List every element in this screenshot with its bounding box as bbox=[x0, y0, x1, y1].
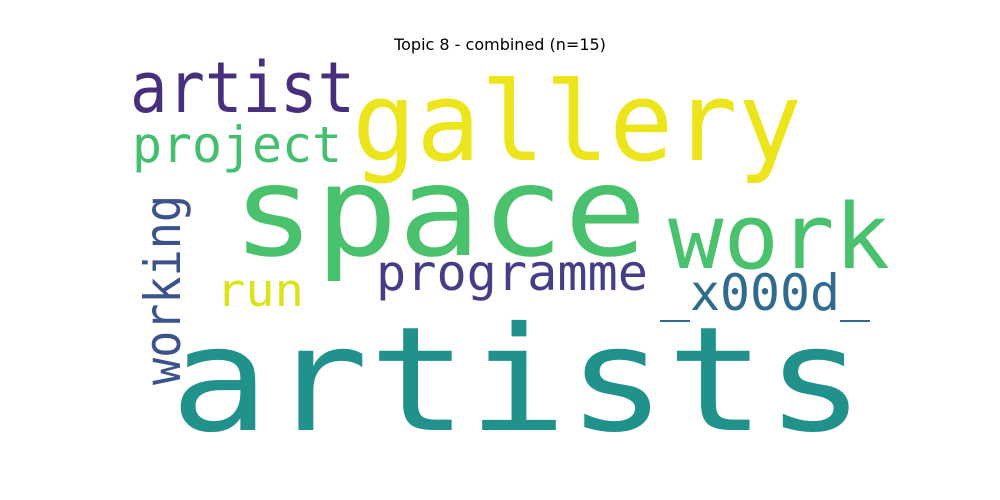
word-gallery: gallery bbox=[352, 58, 802, 186]
figure-title: Topic 8 - combined (n=15) bbox=[394, 35, 606, 54]
word-run: run bbox=[216, 264, 304, 317]
word-space: space bbox=[232, 140, 647, 285]
word-work: work bbox=[668, 185, 890, 290]
word-artist: artist bbox=[130, 47, 355, 129]
word-programme: programme bbox=[376, 244, 648, 302]
word-artists: artists bbox=[170, 296, 865, 465]
word-working: working bbox=[134, 195, 192, 385]
word-project: project bbox=[132, 116, 342, 174]
word-x000d: _x000d_ bbox=[660, 264, 871, 322]
